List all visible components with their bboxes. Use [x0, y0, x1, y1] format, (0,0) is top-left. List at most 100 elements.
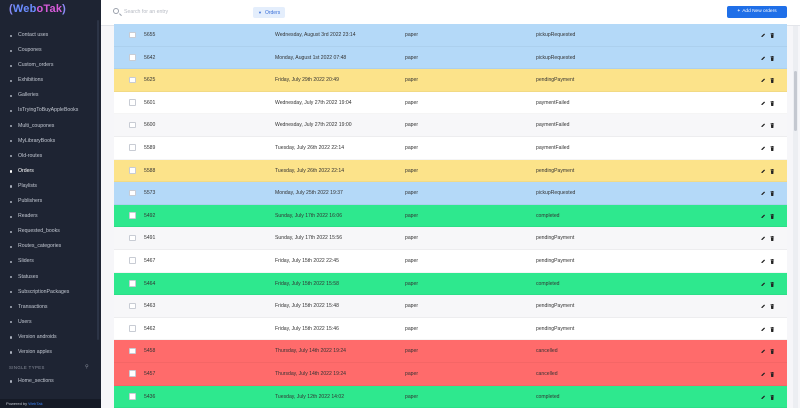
row-checkbox[interactable]: [129, 393, 136, 400]
row-checkbox[interactable]: [129, 54, 136, 61]
sidebar-item-orders[interactable]: Orders: [0, 164, 101, 179]
sidebar-item-routes-categories[interactable]: Routes_categories: [0, 239, 101, 254]
row-checkbox[interactable]: [129, 347, 136, 355]
trash-icon[interactable]: [770, 123, 775, 129]
table-row[interactable]: 5436 Tuesday, July 12th 2022 14:02 paper co…: [114, 385, 787, 408]
row-checkbox[interactable]: [129, 144, 136, 151]
sidebar-item-custom-orders[interactable]: Custom_orders: [0, 58, 101, 73]
trash-icon[interactable]: [770, 213, 775, 219]
pencil-icon[interactable]: [761, 101, 766, 106]
pencil-icon[interactable]: [761, 169, 766, 174]
sidebar-item-exhibitions[interactable]: Exhibitions: [0, 73, 101, 88]
sidebar-item-old-routes[interactable]: Old-routes: [0, 149, 101, 164]
sidebar-item-sliders[interactable]: Sliders: [0, 254, 101, 269]
trash-icon[interactable]: [770, 78, 775, 84]
sidebar-item-version-androids[interactable]: Version androids: [0, 330, 101, 345]
row-checkbox[interactable]: [129, 325, 136, 332]
sidebar-item-multi-coupones[interactable]: Multi_coupones: [0, 119, 101, 134]
table-row[interactable]: 5601 Wednesday, July 27th 2022 19:04 paper…: [114, 91, 787, 115]
trash-icon[interactable]: [770, 349, 775, 355]
table-row[interactable]: 5467 Friday, July 15th 2022 22:45 paper pen…: [114, 249, 787, 273]
row-checkbox[interactable]: [129, 121, 136, 129]
row-checkbox[interactable]: [129, 99, 136, 106]
row-checkbox[interactable]: [129, 31, 136, 38]
sidebar-item-users[interactable]: Users: [0, 315, 101, 330]
pencil-icon[interactable]: [761, 56, 766, 61]
table-row[interactable]: 5492 Sunday, July 17th 2022 16:06 paper com…: [114, 204, 787, 228]
sidebar-item-home-sections[interactable]: Home_sections: [0, 375, 101, 388]
trash-icon[interactable]: [770, 371, 775, 377]
sidebar-item-publishers[interactable]: Publishers: [0, 194, 101, 209]
trash-icon[interactable]: [770, 33, 775, 38]
row-checkbox[interactable]: [129, 167, 136, 174]
row-checkbox[interactable]: [129, 257, 136, 264]
table-row[interactable]: 5491 Sunday, July 17th 2022 15:56 paper pen…: [114, 227, 787, 250]
logo[interactable]: (WeboTak): [0, 0, 101, 24]
trash-icon[interactable]: [770, 55, 775, 61]
trash-icon[interactable]: [770, 281, 775, 287]
pencil-icon[interactable]: [761, 236, 766, 241]
table-row[interactable]: 5463 Friday, July 15th 2022 15:48 paper pen…: [114, 295, 787, 318]
pencil-icon[interactable]: [761, 214, 766, 219]
table-row[interactable]: 5589 Tuesday, July 26th 2022 22:14 paper pa…: [114, 136, 787, 160]
pencil-icon[interactable]: [761, 78, 766, 83]
pencil-icon[interactable]: [761, 327, 766, 332]
sidebar-item-subscriptionpackages[interactable]: SubscriptionPackages: [0, 285, 101, 300]
table-row[interactable]: 5600 Wednesday, July 27th 2022 19:00 paper…: [114, 114, 787, 137]
page-scrollbar[interactable]: [793, 26, 798, 408]
row-checkbox[interactable]: [129, 234, 136, 242]
sidebar-item-requested-books[interactable]: Requested_books: [0, 224, 101, 239]
sidebar-item-statuses[interactable]: Statuses: [0, 270, 101, 285]
search-icon[interactable]: [113, 8, 119, 14]
table-row[interactable]: 5625 Friday, July 29th 2022 20:49 paper pen…: [114, 69, 787, 92]
table-row[interactable]: 5573 Monday, July 25th 2022 19:37 paper pic…: [114, 182, 787, 205]
row-checkbox[interactable]: [129, 280, 136, 287]
pencil-icon[interactable]: [761, 33, 766, 38]
row-checkbox[interactable]: [129, 76, 136, 84]
trash-icon[interactable]: [770, 145, 775, 151]
row-checkbox[interactable]: [129, 189, 136, 197]
pencil-icon[interactable]: [761, 349, 766, 354]
table-row[interactable]: 5464 Friday, July 15th 2022 15:58 paper com…: [114, 272, 787, 296]
trash-icon[interactable]: [770, 326, 775, 332]
sidebar-item-coupones[interactable]: Coupones: [0, 43, 101, 58]
filter-button[interactable]: ▼ Orders: [253, 7, 286, 18]
table-row[interactable]: 5457 Thursday, July 14th 2022 19:24 paper c…: [114, 362, 787, 386]
pencil-icon[interactable]: [761, 191, 766, 196]
add-new-orders-button[interactable]: + Add New orders: [727, 6, 787, 18]
row-checkbox[interactable]: [129, 302, 136, 310]
row-checkbox[interactable]: [129, 212, 136, 219]
sidebar-scrollbar[interactable]: [97, 20, 99, 340]
sidebar-item-mylibrarybooks[interactable]: MyLibraryBooks: [0, 134, 101, 149]
trash-icon[interactable]: [770, 304, 775, 310]
table-row[interactable]: 5655 Wednesday, August 3rd 2022 23:14 pape…: [114, 24, 787, 47]
sidebar-item-contact-uses[interactable]: Contact uses: [0, 28, 101, 43]
pencil-icon[interactable]: [761, 123, 766, 128]
trash-icon[interactable]: [770, 168, 775, 174]
pencil-icon[interactable]: [761, 372, 766, 377]
sidebar-item-istryingtobuyapplebooks[interactable]: IsTryingToBuyAppleBooks: [0, 103, 101, 118]
sidebar-item-transactions[interactable]: Transactions: [0, 300, 101, 315]
table-row[interactable]: 5458 Thursday, July 14th 2022 19:24 paper c…: [114, 340, 787, 363]
table-row[interactable]: 5462 Friday, July 15th 2022 15:46 paper pen…: [114, 317, 787, 341]
sidebar-item-playlists[interactable]: Playlists: [0, 179, 101, 194]
pencil-icon[interactable]: [761, 146, 766, 151]
trash-icon[interactable]: [770, 236, 775, 242]
search-icon[interactable]: ⚲: [84, 364, 89, 370]
sidebar-item-readers[interactable]: Readers: [0, 209, 101, 224]
sidebar-item-version-apples[interactable]: Version apples: [0, 345, 101, 360]
pencil-icon[interactable]: [761, 394, 766, 400]
pencil-icon[interactable]: [761, 259, 766, 264]
page-scrollbar-thumb[interactable]: [794, 71, 797, 131]
pencil-icon[interactable]: [761, 281, 766, 287]
trash-icon[interactable]: [770, 191, 775, 197]
search-input[interactable]: [124, 7, 234, 17]
pencil-icon[interactable]: [761, 304, 766, 309]
trash-icon[interactable]: [770, 394, 775, 400]
table-row[interactable]: 5642 Monday, August 1st 2022 07:48 paper pi…: [114, 46, 787, 70]
table-row[interactable]: 5588 Tuesday, July 26th 2022 22:14 paper pe…: [114, 159, 787, 183]
powered-by-link[interactable]: WebTak: [28, 401, 43, 406]
sidebar-item-galleries[interactable]: Galleries: [0, 88, 101, 103]
trash-icon[interactable]: [770, 258, 775, 264]
row-checkbox[interactable]: [129, 370, 136, 377]
